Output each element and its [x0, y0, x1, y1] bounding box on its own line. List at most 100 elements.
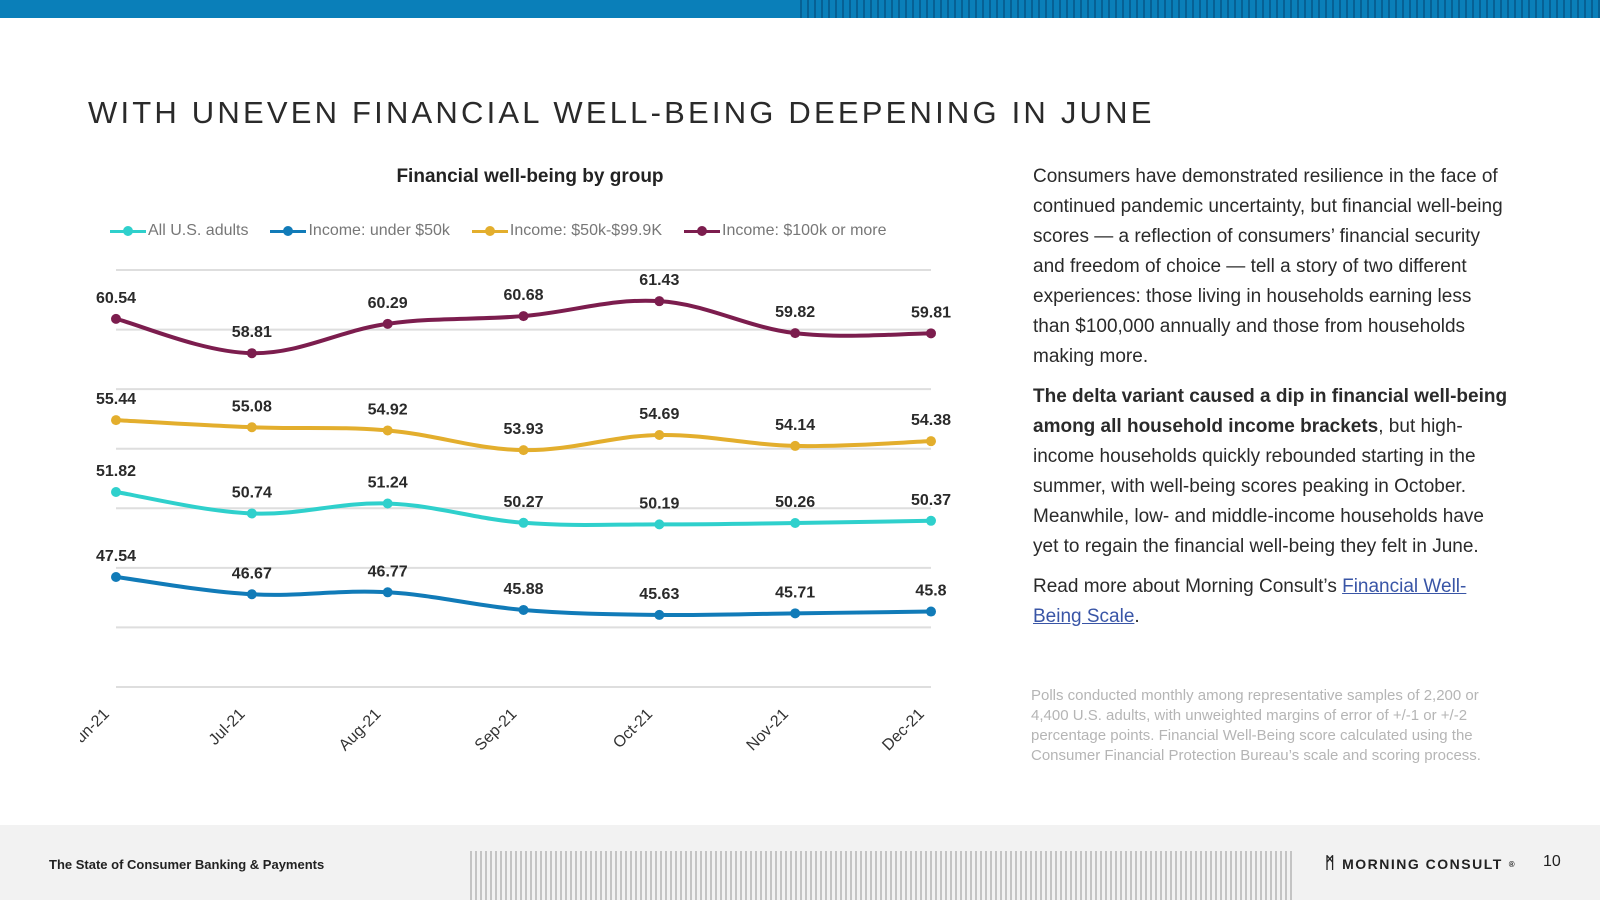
data-label: 50.37 [911, 492, 951, 509]
data-point [382, 425, 393, 436]
paragraph-1: Consumers have demonstrated resilience i… [1033, 166, 1503, 367]
line-chart: Financial well-being by group All U.S. a… [80, 160, 980, 780]
data-label: 47.54 [96, 548, 136, 565]
x-tick-label: Nov-21 [744, 706, 793, 755]
paragraph-3: Read more about Morning Consult’s Financ… [1033, 572, 1513, 632]
data-point [926, 328, 936, 339]
legend-item-100k-plus: Income: $100k or more [684, 222, 887, 240]
data-label: 58.81 [232, 324, 272, 341]
data-label: 53.93 [503, 421, 543, 438]
legend-label: Income: under $50k [308, 222, 450, 239]
data-label: 50.19 [639, 495, 679, 512]
chart-legend: All U.S. adults Income: under $50k Incom… [110, 222, 887, 240]
legend-item-under-50k: Income: under $50k [270, 222, 450, 240]
data-label: 55.44 [96, 391, 136, 408]
data-label: 46.77 [368, 563, 408, 580]
data-point [790, 440, 801, 451]
legend-swatch-3 [684, 225, 720, 236]
data-label: 51.82 [96, 463, 136, 480]
data-point [111, 571, 121, 582]
chart-title: Financial well-being by group [396, 166, 664, 187]
legend-swatch-2 [471, 225, 508, 236]
data-label: 45.63 [639, 586, 679, 603]
legend-swatch-1 [270, 225, 307, 236]
data-label: 46.67 [232, 565, 272, 582]
data-label: 50.27 [503, 494, 543, 511]
methodology-footnote: Polls conducted monthly among representa… [1031, 687, 1481, 764]
well-being-scale-link[interactable]: Financial Well-Being Scale [1033, 576, 1467, 627]
data-label: 45.8 [915, 583, 946, 600]
data-label: 50.26 [775, 494, 815, 511]
legend-swatch-0 [110, 225, 146, 236]
data-point [926, 515, 936, 526]
paragraph-3-prefix: Read more about Morning Consult’s [1033, 576, 1343, 597]
data-point [246, 422, 257, 433]
report-title: The State of Consumer Banking & Payments [49, 857, 325, 872]
data-point [654, 519, 665, 530]
data-point [246, 348, 257, 359]
brand-logo: ᛗ MORNING CONSULT ® [1325, 855, 1516, 873]
commentary: Consumers have demonstrated resilience i… [1033, 162, 1513, 642]
data-point [246, 589, 257, 600]
data-point [111, 415, 121, 426]
data-point [518, 604, 529, 615]
chart-plot-area: 51.82 50.74 51.24 50.27 50.19 50.26 50.37 47.54… [80, 269, 951, 755]
data-label: 54.92 [368, 401, 408, 418]
data-point [790, 517, 801, 528]
data-point [518, 445, 529, 456]
legend-label: Income: $50k-$99.9K [509, 222, 662, 239]
top-accent-bar [0, 0, 1600, 18]
data-label: 60.54 [96, 290, 136, 307]
data-point [926, 606, 936, 617]
page-number: 10 [1543, 853, 1561, 870]
brand-name: MORNING CONSULT [1342, 856, 1503, 872]
data-label: 54.38 [911, 412, 951, 429]
footer-texture [470, 851, 1295, 900]
data-label: 54.69 [639, 406, 679, 423]
data-label: 60.68 [503, 287, 543, 304]
x-tick-label: Aug-21 [336, 706, 385, 755]
data-point [654, 430, 665, 441]
trademark-symbol: ® [1508, 859, 1517, 869]
data-point [654, 296, 665, 307]
x-tick-label: Jun-21 [80, 706, 113, 753]
data-point [926, 436, 936, 447]
data-point [518, 517, 529, 528]
data-label: 59.82 [775, 304, 815, 321]
x-tick-label: Dec-21 [879, 706, 928, 755]
paragraph-2-rest: , but high-income households quickly reb… [1033, 416, 1484, 557]
data-label: 45.88 [503, 581, 543, 598]
data-point [382, 318, 393, 329]
data-label: 50.74 [232, 484, 272, 501]
data-point [790, 608, 801, 619]
paragraph-2: The delta variant caused a dip in financ… [1033, 382, 1513, 562]
data-point [111, 487, 121, 498]
page-title: WITH UNEVEN FINANCIAL WELL-BEING DEEPENI… [88, 95, 1155, 130]
data-point [246, 508, 257, 519]
top-bar-texture [800, 0, 1600, 18]
data-label: 60.29 [368, 295, 408, 312]
data-label: 45.71 [775, 584, 815, 601]
legend-item-all-adults: All U.S. adults [110, 222, 248, 240]
legend-item-50k-99k: Income: $50k-$99.9K [471, 222, 662, 240]
data-label: 54.14 [775, 417, 815, 434]
x-tick-label: Jul-21 [206, 706, 249, 749]
data-label: 55.08 [232, 398, 272, 415]
data-label: 61.43 [639, 272, 679, 289]
data-point [518, 311, 529, 322]
x-tick-label: Sep-21 [472, 706, 521, 755]
paragraph-3-suffix: . [1134, 606, 1140, 627]
legend-label: Income: $100k or more [722, 222, 887, 239]
data-label: 59.81 [911, 304, 951, 321]
data-point [654, 609, 665, 620]
footer: The State of Consumer Banking & Payments… [0, 825, 1600, 900]
data-point [382, 498, 393, 509]
legend-label: All U.S. adults [148, 222, 249, 239]
data-label: 51.24 [368, 475, 408, 492]
x-tick-label: Oct-21 [610, 706, 656, 752]
paragraph-2-bold: The delta variant caused a dip in financ… [1033, 386, 1508, 437]
brand-mark-icon: ᛗ [1325, 855, 1337, 872]
data-point [790, 328, 801, 339]
data-point [382, 587, 393, 598]
data-point [111, 313, 121, 324]
